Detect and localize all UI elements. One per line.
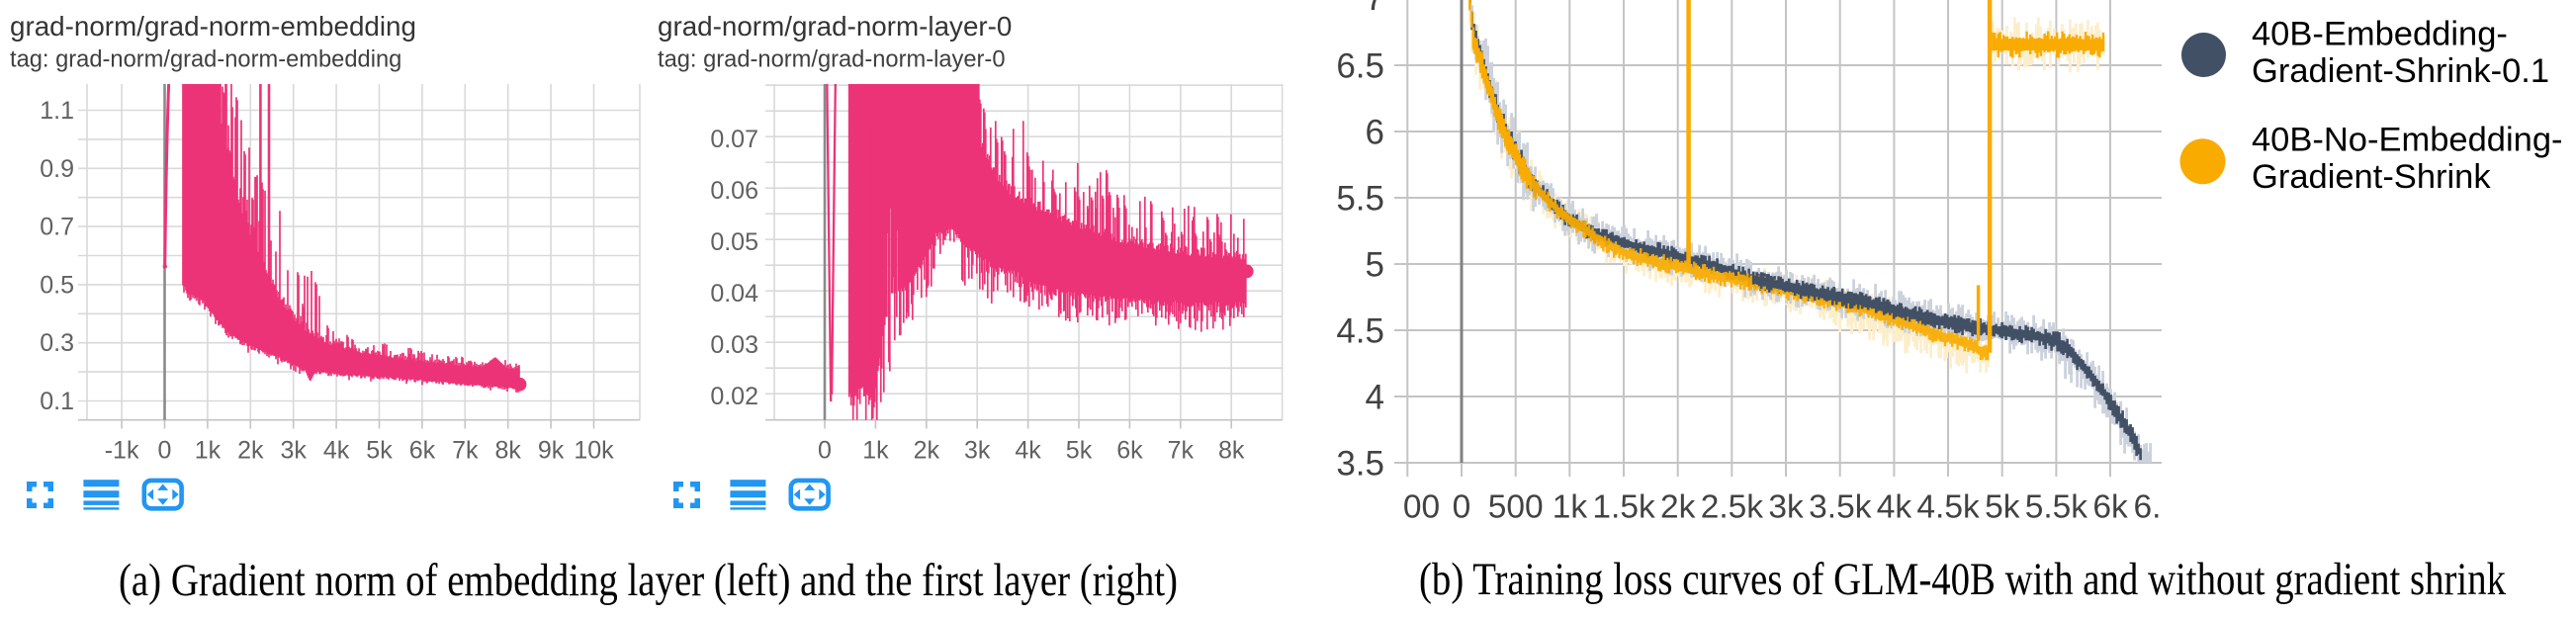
svg-text:5k: 5k [1066,437,1093,465]
svg-text:-1k: -1k [105,437,139,465]
svg-text:4k: 4k [1015,437,1041,465]
svg-text:4: 4 [1366,379,1384,417]
svg-text:6.5: 6.5 [1336,47,1384,86]
svg-text:2k: 2k [237,437,264,465]
svg-text:8k: 8k [494,437,521,465]
svg-text:7: 7 [1366,0,1384,18]
svg-text:6: 6 [1366,114,1384,152]
svg-text:0.9: 0.9 [40,155,74,183]
svg-text:0.07: 0.07 [710,126,758,153]
svg-text:0.04: 0.04 [710,280,758,308]
svg-text:0.02: 0.02 [710,383,758,410]
svg-text:tag: grad-norm/grad-norm-layer: tag: grad-norm/grad-norm-layer-0 [658,47,1006,73]
svg-text:0.05: 0.05 [710,228,758,256]
svg-text:0: 0 [818,437,832,465]
svg-text:3k: 3k [1768,489,1804,526]
svg-text:0.1: 0.1 [40,388,74,415]
svg-text:1k: 1k [1553,489,1588,526]
svg-text:0.06: 0.06 [710,177,758,205]
svg-text:2k: 2k [1660,489,1696,526]
svg-text:9k: 9k [538,437,565,465]
svg-text:4.5k: 4.5k [1916,489,1980,526]
svg-text:6.: 6. [2134,489,2162,526]
svg-text:3.5: 3.5 [1336,445,1384,484]
svg-text:5k: 5k [366,437,393,465]
svg-text:Gradient-Shrink-0.1: Gradient-Shrink-0.1 [2252,52,2549,90]
svg-text:6k: 6k [409,437,436,465]
svg-text:5.5: 5.5 [1336,180,1384,219]
svg-text:2k: 2k [914,437,940,465]
svg-text:10k: 10k [574,437,614,465]
svg-text:1k: 1k [195,437,222,465]
svg-text:6k: 6k [2092,489,2128,526]
svg-text:7k: 7k [1168,437,1195,465]
svg-text:1.1: 1.1 [40,97,74,125]
svg-text:40B-Embedding-: 40B-Embedding- [2252,16,2508,53]
svg-text:4k: 4k [1877,489,1912,526]
svg-text:0.7: 0.7 [40,214,74,241]
svg-text:1k: 1k [862,437,889,465]
svg-text:0.3: 0.3 [40,329,74,357]
svg-text:tag: grad-norm/grad-norm-embed: tag: grad-norm/grad-norm-embedding [10,47,401,73]
svg-text:3.5k: 3.5k [1809,489,1872,526]
svg-text:5: 5 [1366,246,1384,285]
svg-text:5.5k: 5.5k [2025,489,2088,526]
svg-text:3k: 3k [964,437,991,465]
svg-text:6k: 6k [1116,437,1143,465]
svg-text:0.03: 0.03 [710,331,758,359]
svg-text:3k: 3k [280,437,307,465]
svg-text:0: 0 [158,437,172,465]
svg-text:2.5k: 2.5k [1701,489,1764,526]
svg-text:1.5k: 1.5k [1592,489,1655,526]
svg-text:500: 500 [1488,489,1544,526]
svg-text:grad-norm/grad-norm-layer-0: grad-norm/grad-norm-layer-0 [658,11,1012,42]
svg-text:(a) Gradient norm of embedding: (a) Gradient norm of embedding layer (le… [119,555,1178,606]
svg-text:4k: 4k [323,437,350,465]
svg-text:8k: 8k [1218,437,1245,465]
svg-text:40B-No-Embedding-: 40B-No-Embedding- [2252,122,2563,159]
svg-text:4.5: 4.5 [1336,312,1384,351]
svg-text:grad-norm/grad-norm-embedding: grad-norm/grad-norm-embedding [10,11,416,42]
svg-text:(b) Training loss curves of GL: (b) Training loss curves of GLM-40B with… [1419,554,2506,605]
svg-text:0: 0 [1453,489,1471,526]
svg-text:7k: 7k [452,437,479,465]
svg-text:5k: 5k [1985,489,2020,526]
svg-text:00: 00 [1403,489,1440,526]
svg-text:0.5: 0.5 [40,271,74,299]
svg-text:Gradient-Shrink: Gradient-Shrink [2252,158,2491,196]
